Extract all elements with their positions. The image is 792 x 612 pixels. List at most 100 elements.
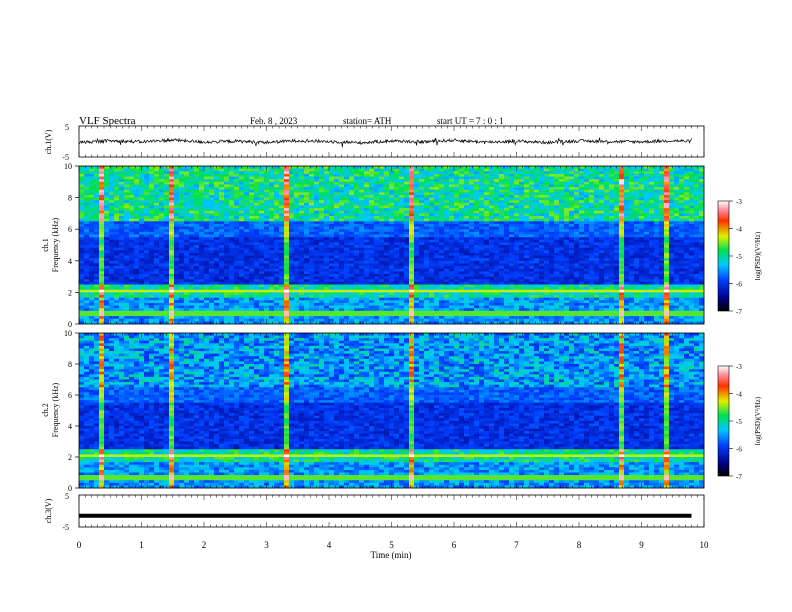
spectrogram-cell xyxy=(234,281,240,285)
spectrogram-cell xyxy=(169,239,175,243)
spectrogram-cell xyxy=(129,218,135,222)
spectrogram-cell xyxy=(284,289,290,293)
spectrogram-cell xyxy=(254,255,260,259)
spectrogram-cell xyxy=(339,266,345,269)
spectrogram-cell xyxy=(279,316,285,320)
spectrogram-cell xyxy=(94,250,100,254)
spectrogram-cell xyxy=(299,252,305,256)
spectrogram-cell xyxy=(214,287,220,291)
spectrogram-cell xyxy=(409,300,415,304)
spectrogram-cell xyxy=(214,245,220,248)
spectrogram-cell xyxy=(399,239,405,243)
spectrogram-cell xyxy=(104,237,110,241)
spectrogram-cell xyxy=(389,197,395,201)
spectrogram-cell xyxy=(204,179,210,183)
spectrogram-cell xyxy=(384,321,390,325)
spectrogram-cell xyxy=(104,266,110,269)
spectrogram-cell xyxy=(104,255,110,259)
spectrogram-cell xyxy=(154,239,160,243)
spectrogram-cell xyxy=(219,308,225,312)
spectrogram-cell xyxy=(444,268,450,272)
spectrogram-cell xyxy=(294,239,300,243)
spectrogram-cell xyxy=(359,221,365,225)
spectrogram-cell xyxy=(419,284,425,288)
spectrogram-cell xyxy=(479,271,485,275)
spectrogram-cell xyxy=(124,176,130,180)
spectrogram-cell xyxy=(139,295,145,298)
spectrogram-cell xyxy=(169,260,175,264)
spectrogram-cell xyxy=(139,287,145,291)
spectrogram-cell xyxy=(344,179,350,183)
spectrogram-cell xyxy=(384,210,390,214)
spectrogram-cell xyxy=(444,229,450,233)
spectrogram-cell xyxy=(94,218,100,222)
spectrogram-cell xyxy=(399,313,405,317)
spectrogram-cell xyxy=(104,318,110,322)
spectrogram-cell xyxy=(439,245,445,248)
spectrogram-cell xyxy=(279,258,285,262)
spectrogram-cell xyxy=(414,281,420,285)
spectrogram-cell xyxy=(299,284,305,288)
spectrogram-cell xyxy=(189,218,195,222)
spectrogram-cell xyxy=(344,194,350,198)
spectrogram-cell xyxy=(399,245,405,248)
spectrogram-cell xyxy=(359,292,365,296)
spectrogram-cell xyxy=(154,255,160,259)
spectrogram-cell xyxy=(104,289,110,293)
spectrogram-cell xyxy=(349,192,355,196)
spectrogram-cell xyxy=(384,231,390,235)
spectrogram-cell xyxy=(89,168,95,172)
spectrogram-cell xyxy=(164,210,170,214)
spectrogram-cell xyxy=(139,276,145,280)
spectrogram-cell xyxy=(304,305,310,309)
spectrogram-cell xyxy=(159,184,165,188)
spectrogram-cell xyxy=(319,210,325,214)
spectrogram-cell xyxy=(194,279,200,283)
spectrogram-cell xyxy=(199,263,205,267)
spectrogram-cell xyxy=(419,292,425,296)
spectrogram-cell xyxy=(479,263,485,267)
spectrogram-cell xyxy=(324,297,330,301)
spectrogram-cell xyxy=(304,281,310,285)
spectrogram-cell xyxy=(439,239,445,243)
spectrogram-cell xyxy=(304,189,310,193)
spectrogram-cell xyxy=(404,239,410,243)
spectrogram-cell xyxy=(434,281,440,285)
spectrogram-cell xyxy=(234,268,240,272)
spectrogram-cell xyxy=(284,179,290,183)
spectrogram-cell xyxy=(94,221,100,225)
spectrogram-cell xyxy=(109,173,115,177)
spectrogram-cell xyxy=(449,305,455,309)
spectrogram-cell xyxy=(419,192,425,196)
spectrogram-cell xyxy=(349,302,355,306)
spectrogram-cell xyxy=(394,166,400,169)
spectrogram-cell xyxy=(344,200,350,204)
spectrogram-cell xyxy=(279,213,285,217)
spectrogram-cell xyxy=(359,197,365,201)
spectrogram-cell xyxy=(84,239,90,243)
spectrogram-cell xyxy=(314,223,320,227)
spectrogram-cell xyxy=(349,308,355,312)
spectrogram-cell xyxy=(484,305,490,309)
spectrogram-cell xyxy=(144,305,150,309)
spectrogram-cell xyxy=(259,252,265,256)
spectrogram-cell xyxy=(109,237,115,241)
spectrogram-cell xyxy=(399,266,405,269)
spectrogram-cell xyxy=(219,234,225,238)
spectrogram-cell xyxy=(449,218,455,222)
spectrogram-cell xyxy=(384,263,390,267)
spectrogram-cell xyxy=(114,192,120,196)
spectrogram-cell xyxy=(249,179,255,183)
spectrogram-cell xyxy=(129,245,135,248)
spectrogram-cell xyxy=(144,226,150,230)
spectrogram-cell xyxy=(419,295,425,298)
spectrogram-cell xyxy=(129,184,135,188)
spectrogram-cell xyxy=(249,258,255,262)
spectrogram-cell xyxy=(299,223,305,227)
spectrogram-cell xyxy=(204,221,210,225)
spectrogram-cell xyxy=(199,210,205,214)
spectrogram-cell xyxy=(299,179,305,183)
spectrogram-cell xyxy=(214,292,220,296)
spectrogram-cell xyxy=(144,181,150,185)
spectrogram-cell xyxy=(104,310,110,314)
